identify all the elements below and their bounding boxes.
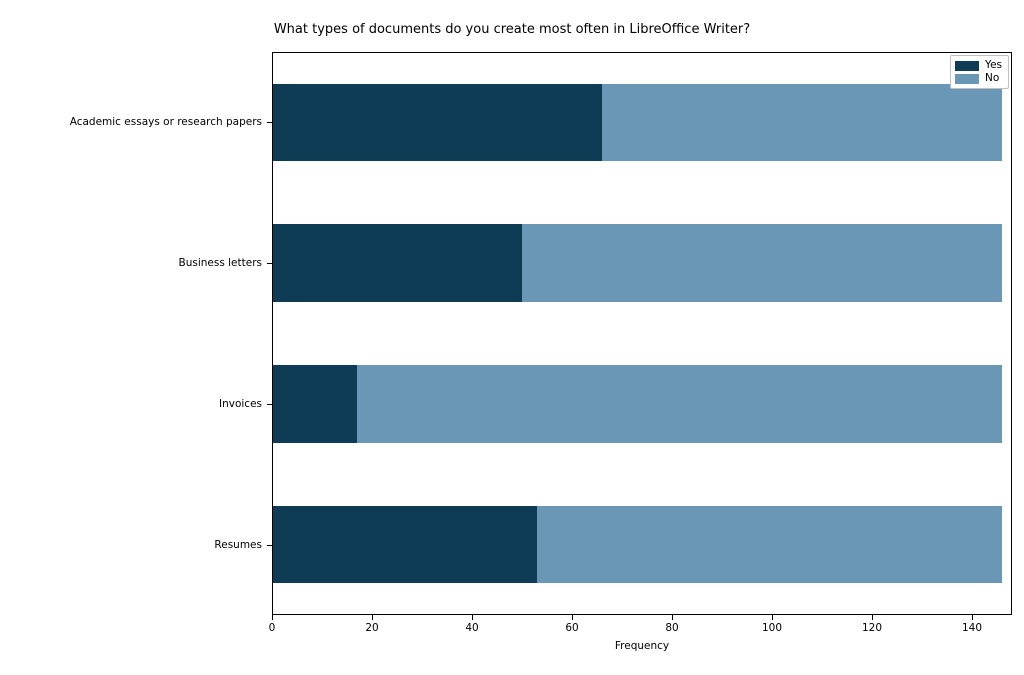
y-tick-label: Resumes [214,539,262,551]
axis-spine-top [272,52,1012,53]
x-tick-mark [972,615,973,620]
bar-segment [272,365,357,442]
x-tick-label: 120 [862,622,882,634]
x-tick-mark [272,615,273,620]
x-tick-mark [772,615,773,620]
y-tick-label: Invoices [219,398,262,410]
axis-spine-right [1011,52,1012,615]
bar-segment [272,506,537,583]
bar-segment [357,365,1002,442]
x-tick-mark [672,615,673,620]
legend: YesNo [950,55,1009,89]
legend-swatch [955,74,979,84]
legend-label: Yes [985,59,1002,72]
bar-segment [602,84,1002,161]
chart-title: What types of documents do you create mo… [0,22,1024,37]
legend-item: Yes [955,59,1002,72]
legend-label: No [985,72,999,85]
x-tick-mark [872,615,873,620]
plot-area: YesNo [272,52,1012,615]
x-tick-label: 20 [365,622,378,634]
x-tick-label: 140 [962,622,982,634]
legend-swatch [955,61,979,71]
x-tick-label: 100 [762,622,782,634]
legend-item: No [955,72,1002,85]
x-tick-label: 80 [665,622,678,634]
figure: What types of documents do you create mo… [0,0,1024,675]
x-tick-label: 0 [269,622,276,634]
y-tick-mark [267,122,272,123]
bar-segment [272,224,522,301]
axis-spine-bottom [272,614,1012,615]
bar-segment [537,506,1002,583]
y-tick-mark [267,263,272,264]
x-tick-mark [372,615,373,620]
y-tick-mark [267,404,272,405]
x-tick-label: 40 [465,622,478,634]
y-tick-label: Academic essays or research papers [70,116,262,128]
bar-segment [272,84,602,161]
x-tick-label: 60 [565,622,578,634]
x-axis-label: Frequency [615,640,669,652]
bar-segment [522,224,1002,301]
x-tick-mark [472,615,473,620]
y-tick-label: Business letters [179,257,263,269]
y-tick-mark [267,545,272,546]
axis-spine-left [272,52,273,615]
x-tick-mark [572,615,573,620]
